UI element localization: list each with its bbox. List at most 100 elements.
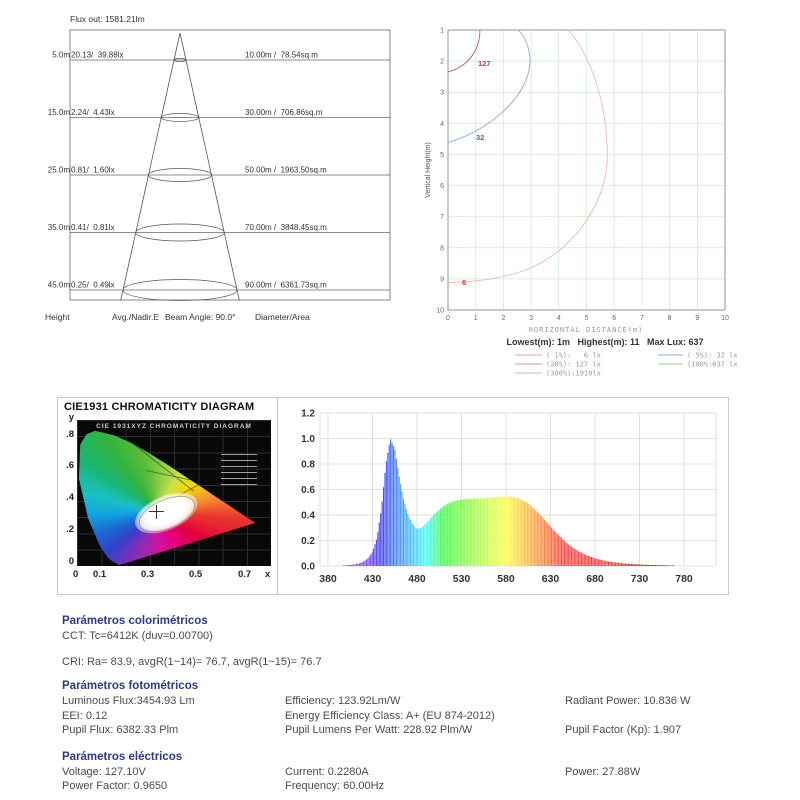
svg-text:9: 9: [440, 276, 444, 283]
cone-footer: Height Avg./Nadir.E Beam Angle: 90.0° Di…: [45, 312, 310, 322]
svg-text:0: 0: [446, 315, 450, 322]
diameter-area-label: 70.00m / 3848.45sq.m: [245, 223, 327, 232]
footer-height: Height: [45, 312, 70, 322]
svg-text:10: 10: [436, 308, 444, 315]
diameter-area-label: 50.00m / 1963.50sq.m: [245, 166, 327, 175]
power-factor-value: Power Factor: 0.9650: [62, 780, 168, 792]
isolux-xlabel: HORIZONTAL DISTANCE(m): [529, 326, 644, 334]
svg-text:730: 730: [631, 573, 649, 585]
frequency-value: Frequency: 60.00Hz: [285, 780, 385, 792]
cie-y-axis-label: y: [68, 412, 74, 423]
svg-text:5: 5: [440, 152, 444, 159]
avg-nadir-label: 0.81/ 1.60lx: [71, 166, 115, 175]
cie-inner-title: CIE 1931XYZ CHROMATICITY DIAGRAM: [96, 423, 252, 430]
svg-text:6: 6: [612, 315, 616, 322]
svg-text:430: 430: [364, 573, 382, 585]
svg-text:0.8: 0.8: [301, 460, 315, 471]
electrical-header: Parámetros eléctricos: [62, 750, 183, 763]
legend-label: (20%): 127 lx: [546, 361, 601, 369]
cie-diagram-image: CIE 1931XYZ CHROMATICITY DIAGRAM: [77, 420, 271, 566]
height-label: 15.0m: [48, 108, 71, 117]
svg-text:9: 9: [695, 315, 699, 322]
svg-text:1.0: 1.0: [301, 434, 315, 445]
svg-text:7: 7: [640, 315, 644, 322]
legend-label: ( 5%): 32 lx: [687, 352, 738, 360]
svg-text:480: 480: [408, 573, 426, 585]
svg-text:780: 780: [675, 573, 693, 585]
pupil-flux-value: Pupil Flux: 6382.33 Plm: [62, 724, 179, 736]
legend-label: ( 1%): 6 lx: [546, 352, 601, 360]
svg-text:380: 380: [319, 573, 337, 585]
cie-ytick: .4: [66, 492, 74, 503]
cie-horseshoe-gamut: [78, 430, 256, 566]
cie-xtick: 0.1: [93, 569, 107, 580]
contour-label-32: 32: [476, 133, 484, 142]
isolux-grid: 0 1 2 3 4 5 6 7 8 9 10 1 2 3 4 5 6 7 8 9 10: [436, 28, 729, 323]
cone-sides: [120, 32, 240, 301]
cone-box: [69, 29, 391, 301]
photometric-section: Parámetros fotométricos Luminous Flux:34…: [62, 680, 762, 738]
spectrum-bars: [343, 439, 675, 566]
colorimetric-section: Parámetros colorimétricos CCT: Tc=6412K …: [62, 615, 762, 669]
cie-ytick: 0: [68, 556, 74, 567]
contour-label-6: 6: [462, 278, 466, 287]
footer-avg-nadir: Avg./Nadir.E: [112, 312, 159, 322]
diameter-area-label: 10.00m / 78.54sq.m: [245, 51, 318, 60]
svg-text:4: 4: [440, 121, 444, 128]
spectrum-panel: 0.0 0.2 0.4 0.6 0.8 1.0 1.2 380 430 480 530 580 630 6…: [277, 397, 729, 595]
isolux-curve-32: [447, 29, 531, 144]
legend-label: (100%:637 lx: [687, 361, 738, 369]
cie-ytick: .8: [66, 429, 74, 440]
avg-nadir-label: 0.41/ 0.81lx: [71, 223, 115, 232]
svg-text:3: 3: [529, 315, 533, 322]
svg-text:0.0: 0.0: [301, 562, 315, 573]
svg-text:5: 5: [585, 315, 589, 322]
cri-value: CRI: Ra= 83.9, avgR(1~14)= 76.7, avgR(1~…: [62, 655, 322, 668]
height-label: 25.0m: [48, 166, 71, 175]
cie-xtick: 0.5: [189, 569, 203, 580]
footer-diameter-area: Diameter/Area: [255, 312, 310, 322]
svg-text:4: 4: [557, 315, 561, 322]
cie-white-point-marker: [148, 511, 165, 513]
luminous-flux-value: Luminous Flux:3454.93 Lm: [62, 695, 195, 707]
diameter-area-label: 90.00m / 6361.73sq.m: [245, 281, 327, 290]
flux-out-label: Flux out: 1581.21lm: [70, 14, 145, 24]
spectrum-tick-labels: 0.0 0.2 0.4 0.6 0.8 1.0 1.2 380 430 480 530 580 630 6…: [301, 409, 693, 586]
efficiency-value: Efficiency: 123.92Lm/W: [285, 695, 401, 707]
svg-text:2: 2: [501, 315, 505, 322]
svg-text:680: 680: [586, 573, 604, 585]
voltage-value: Voltage: 127.10V: [62, 765, 146, 778]
isolux-curve-6: [447, 29, 608, 283]
cie-chromaticity-panel: CIE1931 CHROMATICITY DIAGRAM y .8 .6 .4 …: [57, 397, 279, 595]
contour-label-127: 127: [478, 59, 491, 68]
legend-label: (300%):1910lx: [546, 370, 601, 378]
cie-legend-block: [220, 453, 258, 489]
svg-text:10: 10: [721, 315, 729, 322]
spectral-distribution-chart: 0.0 0.2 0.4 0.6 0.8 1.0 1.2 380 430 480 530 580 630 6…: [301, 409, 717, 586]
isolux-summary: Lowest(m): 1m Highest(m): 11 Max Lux: 63…: [506, 337, 703, 347]
isolux-chart: 0 1 2 3 4 5 6 7 8 9 10 1 2 3 4 5 6 7 8 9 10 127 32 6 Vertica…: [425, 28, 738, 378]
pupil-factor-value: Pupil Factor (Kp): 1.907: [565, 724, 682, 736]
height-label: 35.0m: [48, 223, 71, 232]
svg-text:3: 3: [440, 90, 444, 97]
svg-text:0.2: 0.2: [301, 536, 315, 547]
svg-text:1.2: 1.2: [301, 409, 315, 420]
cie-ytick: .2: [66, 524, 74, 535]
cie-x-axis-label: x: [265, 569, 271, 580]
isolux-curves: [447, 29, 608, 283]
pupil-lumens-value: Pupil Lumens Per Watt: 228.92 Plm/W: [285, 724, 473, 736]
avg-nadir-label: 20.13/ 39.88lx: [71, 51, 123, 60]
cone-row-labels: 5.0m 20.13/ 39.88lx 10.00m / 78.54sq.m 1…: [48, 51, 327, 290]
cie-xtick: 0.7: [238, 569, 252, 580]
radiant-power-value: Radiant Power: 10.836 W: [565, 695, 691, 707]
avg-nadir-label: 0.25/ 0.49lx: [71, 281, 115, 290]
photometric-header: Parámetros fotométricos: [62, 680, 199, 692]
colorimetric-header: Parámetros colorimétricos: [62, 615, 208, 627]
electrical-section: Parámetros eléctricos Voltage: 127.10V P…: [62, 751, 762, 794]
svg-text:630: 630: [542, 573, 560, 585]
svg-text:530: 530: [453, 573, 471, 585]
avg-nadir-label: 2.24/ 4.43lx: [71, 108, 115, 117]
height-label: 45.0m: [48, 281, 71, 290]
svg-text:8: 8: [440, 245, 444, 252]
level-lines: [70, 59, 390, 291]
